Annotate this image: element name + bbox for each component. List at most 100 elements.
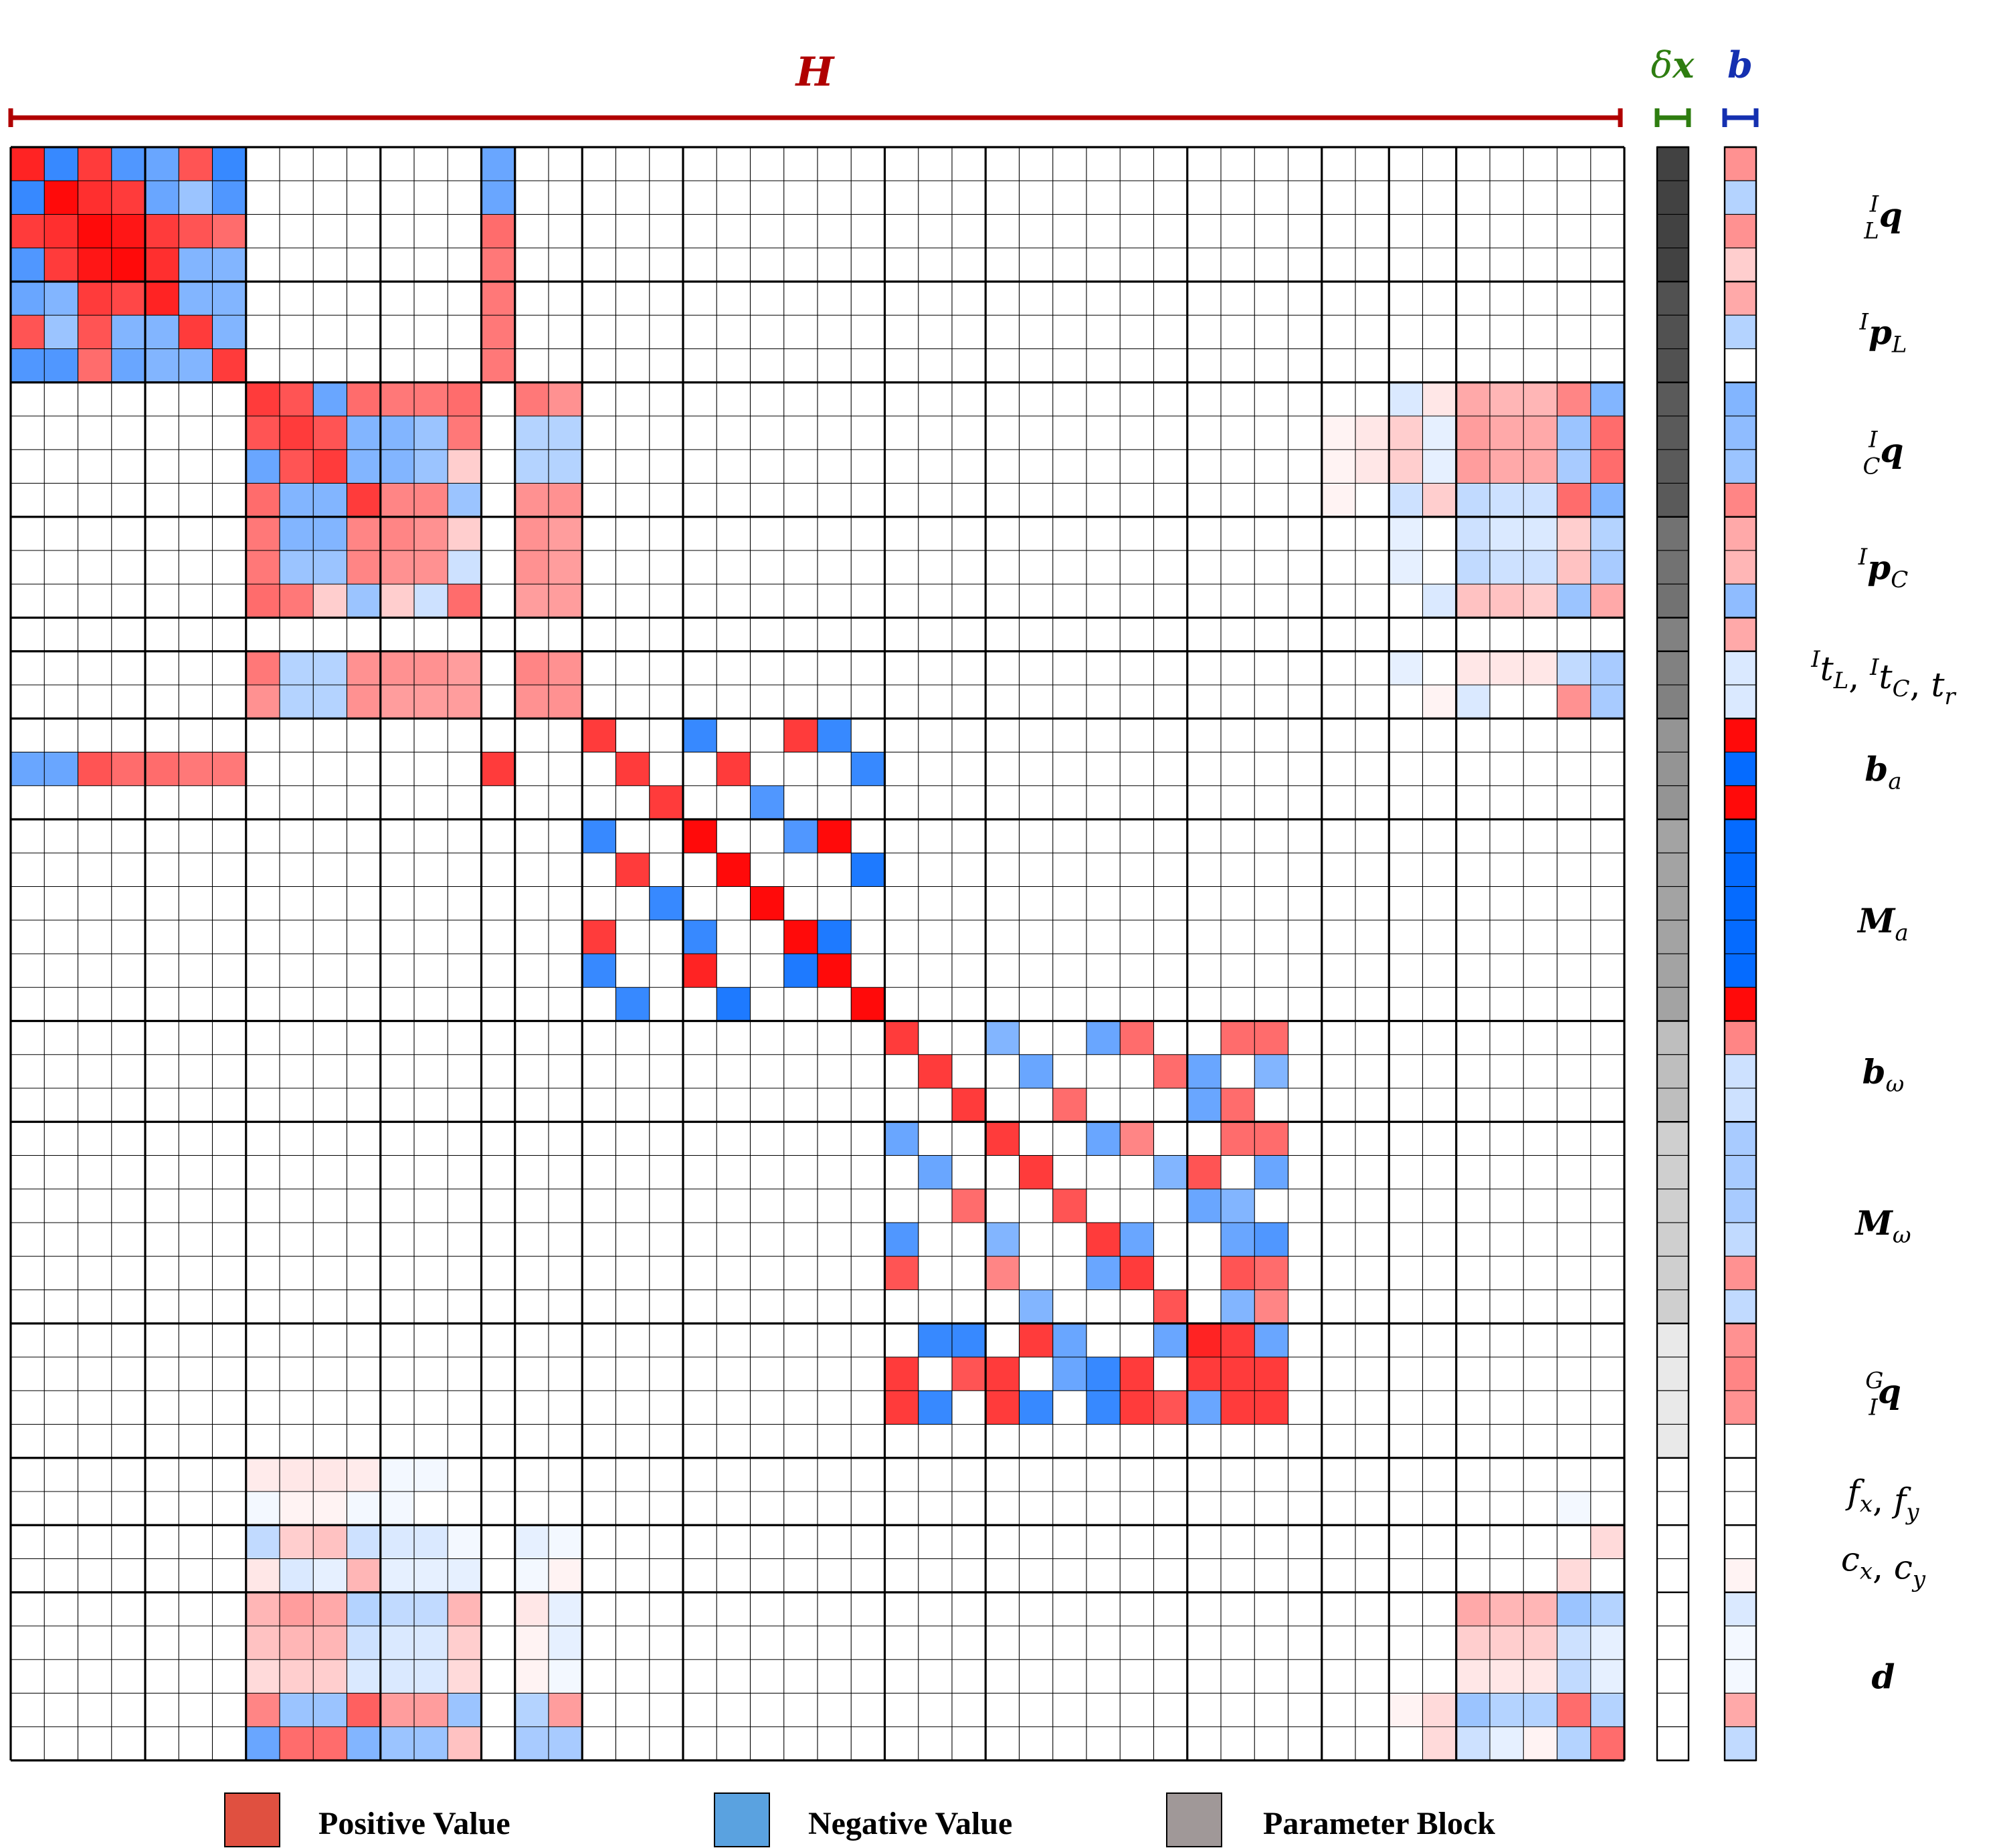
matrix-cell xyxy=(448,516,482,550)
b-cell xyxy=(1724,550,1757,585)
matrix-cell xyxy=(313,516,347,550)
dx-cell xyxy=(1656,1524,1689,1560)
matrix-cell xyxy=(1187,1088,1221,1122)
b-cell xyxy=(1724,1692,1757,1728)
matrix-cell xyxy=(448,1626,482,1660)
h-label: H xyxy=(795,49,836,96)
matrix-cell xyxy=(414,550,448,585)
dx-cell xyxy=(1656,482,1689,518)
matrix-cell xyxy=(1590,1626,1624,1660)
matrix-cell xyxy=(11,214,45,248)
row-label: I Lq xyxy=(1863,191,1903,245)
matrix-cell xyxy=(918,1054,952,1088)
matrix-cell xyxy=(851,853,885,887)
matrix-cell xyxy=(985,1122,1020,1156)
matrix-cell xyxy=(111,348,145,383)
matrix-cell xyxy=(1523,1693,1557,1727)
b-cell xyxy=(1724,920,1757,954)
matrix-cell xyxy=(1019,1054,1053,1088)
b-cell xyxy=(1724,785,1757,820)
matrix-cell xyxy=(414,1659,448,1693)
row-label: ItL, ItC, tr xyxy=(1810,646,1956,710)
dx-cell xyxy=(1656,617,1689,652)
legend-swatch xyxy=(224,1792,280,1847)
matrix-cell xyxy=(1254,1357,1288,1391)
matrix-cell xyxy=(448,449,482,484)
matrix-cell xyxy=(481,315,515,349)
matrix-cell xyxy=(212,181,246,215)
matrix-cell xyxy=(44,247,78,282)
matrix-cell xyxy=(1221,1256,1255,1290)
matrix-cell xyxy=(952,1189,986,1223)
matrix-cell xyxy=(1019,1391,1053,1425)
matrix-cell xyxy=(884,1391,919,1425)
matrix-cell xyxy=(1557,516,1591,550)
matrix-cell xyxy=(414,1558,448,1593)
matrix-cell xyxy=(1221,1357,1255,1391)
matrix-cell xyxy=(1120,1391,1154,1425)
matrix-cell xyxy=(1422,584,1456,618)
matrix-cell xyxy=(280,1492,314,1526)
matrix-cell xyxy=(985,1256,1020,1290)
matrix-cell xyxy=(44,315,78,349)
matrix-cell xyxy=(212,752,246,786)
dx-cell xyxy=(1656,852,1689,888)
dx-cell xyxy=(1656,1659,1689,1694)
dx-label: δx xyxy=(1651,43,1695,86)
matrix-cell xyxy=(783,954,818,988)
dx-cell xyxy=(1656,348,1689,383)
matrix-cell xyxy=(246,1659,280,1693)
matrix-cell xyxy=(1456,1626,1490,1660)
legend-swatch xyxy=(714,1792,770,1847)
legend-label: Positive Value xyxy=(318,1806,510,1841)
matrix-cell xyxy=(1187,1155,1221,1189)
matrix-cell xyxy=(347,1457,381,1492)
row-label: Mω xyxy=(1854,1203,1911,1249)
matrix-cell xyxy=(1086,1256,1121,1290)
matrix-cell xyxy=(1456,584,1490,618)
matrix-cell xyxy=(1557,685,1591,719)
matrix-cell xyxy=(1052,1088,1086,1122)
matrix-cell xyxy=(1523,516,1557,550)
matrix-cell xyxy=(1523,1626,1557,1660)
matrix-cell xyxy=(380,1592,414,1626)
matrix-cell xyxy=(1254,1290,1288,1324)
matrix-cell xyxy=(1490,416,1524,450)
b-cell xyxy=(1724,819,1757,853)
matrix-cell xyxy=(280,449,314,484)
matrix-cell xyxy=(145,214,179,248)
matrix-cell xyxy=(111,247,145,282)
matrix-cell xyxy=(1557,651,1591,685)
matrix-cell xyxy=(280,1457,314,1492)
matrix-cell xyxy=(549,382,583,416)
b-cell xyxy=(1724,1457,1757,1492)
matrix-cell xyxy=(380,382,414,416)
dx-border xyxy=(1656,146,1690,1762)
matrix-cell xyxy=(448,1726,482,1760)
matrix-cell xyxy=(380,584,414,618)
matrix-cell xyxy=(1086,1021,1121,1055)
dx-cell xyxy=(1656,180,1689,215)
dx-label-delta: δ xyxy=(1651,44,1673,86)
matrix-cell xyxy=(1590,1693,1624,1727)
matrix-cell xyxy=(582,920,616,954)
matrix-cell xyxy=(549,516,583,550)
matrix-cell xyxy=(280,1726,314,1760)
matrix-cell xyxy=(246,483,280,517)
matrix-cell xyxy=(514,449,549,484)
dx-cell xyxy=(1656,247,1689,282)
matrix-cell xyxy=(145,181,179,215)
matrix-cell xyxy=(1590,550,1624,585)
matrix-cell xyxy=(1052,1357,1086,1391)
matrix-cell xyxy=(1120,1122,1154,1156)
matrix-cell xyxy=(313,416,347,450)
matrix-cell xyxy=(145,752,179,786)
matrix-cell xyxy=(1389,416,1423,450)
matrix-cell xyxy=(313,1525,347,1559)
matrix-cell xyxy=(1254,1223,1288,1257)
matrix-cell xyxy=(212,348,246,383)
matrix-cell xyxy=(414,416,448,450)
matrix-cell xyxy=(1557,416,1591,450)
matrix-cell xyxy=(347,584,381,618)
